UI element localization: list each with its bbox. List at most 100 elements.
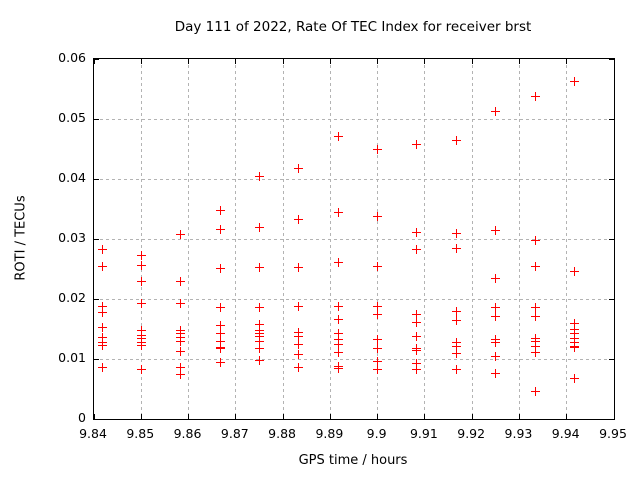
data-point-marker [570, 266, 580, 276]
data-point-marker [452, 349, 462, 359]
y-gridline [94, 118, 614, 120]
y-tick-mark [609, 358, 614, 360]
data-point-marker [373, 301, 383, 311]
y-tick-label: 0.02 [58, 290, 86, 305]
data-point-marker [491, 274, 501, 284]
x-tick-label: 9.84 [79, 426, 107, 441]
data-point-marker [491, 302, 501, 312]
x-tick-label: 9.92 [457, 426, 486, 441]
x-tick-label: 9.87 [220, 426, 249, 441]
x-tick-mark [566, 414, 568, 419]
data-point-marker [412, 317, 422, 327]
data-point-marker [97, 362, 107, 372]
plot-area [93, 58, 615, 420]
data-point-marker [97, 332, 107, 342]
chart-title: Day 111 of 2022, Rate Of TEC Index for r… [174, 19, 532, 35]
data-point-marker [452, 135, 462, 145]
data-point-marker [176, 346, 185, 356]
y-tick-mark [609, 418, 614, 420]
data-point-marker [491, 311, 501, 321]
data-point-marker [333, 257, 343, 267]
data-point-marker [491, 107, 501, 117]
data-point-marker [215, 263, 225, 273]
y-tick-label: 0.06 [58, 50, 86, 65]
data-point-marker [412, 332, 422, 342]
data-point-marker [452, 306, 462, 316]
y-tick-mark [94, 418, 99, 420]
x-tick-mark [613, 59, 615, 64]
data-point-marker [136, 260, 146, 270]
x-tick-mark [282, 414, 284, 419]
data-point-marker [530, 261, 540, 271]
y-tick-label: 0.01 [58, 350, 86, 365]
y-gridline [94, 298, 614, 300]
data-point-marker [215, 329, 225, 339]
x-tick-label: 9.94 [551, 426, 580, 441]
data-point-marker [294, 262, 304, 272]
x-tick-mark [93, 59, 95, 64]
y-gridline [94, 238, 614, 240]
x-tick-mark [471, 414, 473, 419]
data-point-marker [333, 131, 343, 141]
data-point-marker [294, 163, 304, 173]
data-point-marker [373, 356, 383, 366]
data-point-marker [333, 329, 343, 339]
data-point-marker [294, 349, 304, 359]
data-point-marker [412, 244, 422, 254]
data-point-marker [215, 302, 225, 312]
data-point-marker [254, 331, 264, 341]
x-tick-mark [518, 59, 520, 64]
x-tick-mark [235, 59, 237, 64]
data-point-marker [452, 316, 462, 326]
data-point-marker [254, 262, 264, 272]
data-point-marker [452, 341, 462, 351]
data-point-marker [373, 144, 383, 154]
data-point-marker [491, 337, 501, 347]
data-point-marker [176, 229, 185, 239]
x-tick-mark [140, 59, 142, 64]
data-point-marker [294, 331, 304, 341]
data-point-marker [570, 374, 580, 384]
data-point-marker [294, 302, 304, 312]
x-tick-mark [188, 59, 190, 64]
x-tick-mark [377, 414, 379, 419]
x-tick-mark [188, 414, 190, 419]
data-point-marker [491, 226, 501, 236]
data-point-marker [491, 351, 501, 361]
data-point-marker [373, 310, 383, 320]
x-tick-label: 9.91 [409, 426, 438, 441]
data-point-marker [373, 261, 383, 271]
data-point-marker [373, 211, 383, 221]
data-point-marker [412, 364, 422, 374]
y-tick-mark [609, 298, 614, 300]
y-tick-mark [609, 118, 614, 120]
x-tick-mark [329, 59, 331, 64]
x-tick-label: 9.88 [268, 426, 296, 441]
data-point-marker [333, 314, 343, 324]
data-point-marker [176, 362, 185, 372]
data-point-marker [530, 311, 540, 321]
x-tick-label: 9.95 [599, 426, 627, 441]
y-tick-mark [94, 178, 99, 180]
y-tick-mark [94, 238, 99, 240]
y-tick-label: 0.03 [58, 230, 86, 245]
y-gridline [94, 358, 614, 360]
data-point-marker [412, 358, 422, 368]
data-point-marker [530, 235, 540, 245]
data-point-marker [570, 319, 580, 329]
data-point-marker [333, 363, 343, 373]
y-tick-mark [94, 298, 99, 300]
data-point-marker [215, 358, 225, 368]
data-point-marker [412, 227, 422, 237]
x-tick-label: 9.85 [126, 426, 155, 441]
data-point-marker [530, 92, 540, 102]
data-point-marker [176, 277, 185, 287]
data-point-marker [333, 347, 343, 357]
data-point-marker [136, 299, 146, 309]
data-point-marker [373, 365, 383, 375]
x-tick-label: 9.89 [315, 426, 344, 441]
y-tick-label: 0.04 [58, 170, 86, 185]
data-point-marker [254, 302, 264, 312]
data-point-marker [254, 319, 264, 329]
